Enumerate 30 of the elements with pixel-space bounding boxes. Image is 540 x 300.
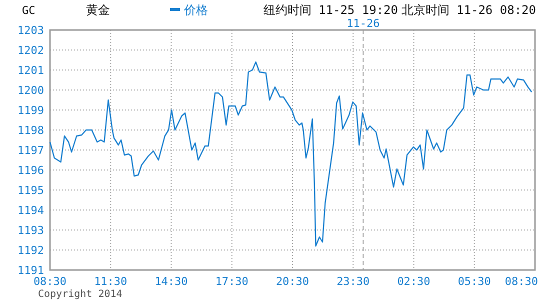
y-tick-label: 1194 bbox=[18, 204, 44, 217]
text: 纽约时间 11-25 19:20 bbox=[263, 3, 398, 17]
ref-line-label: 11-26 bbox=[346, 17, 380, 30]
y-tick-label: 1192 bbox=[18, 244, 44, 257]
y-tick-label: 1193 bbox=[18, 224, 44, 237]
y-tick-label: 1201 bbox=[18, 64, 44, 77]
line-series bbox=[49, 61, 532, 247]
y-tick-label: 1196 bbox=[18, 164, 44, 177]
x-tick-label: 14:30 bbox=[154, 275, 188, 288]
legend-label: 价格 bbox=[183, 3, 208, 17]
x-tick-label: 02:30 bbox=[397, 275, 430, 288]
text: 北京时间 11-26 08:20 bbox=[401, 3, 536, 17]
x-tick-label: 23:30 bbox=[336, 275, 370, 288]
x-tick-label: 17:30 bbox=[215, 275, 248, 288]
x-tick-label: 08:30 bbox=[504, 275, 538, 288]
x-tick-label: 11:30 bbox=[94, 275, 128, 288]
y-tick-label: 1197 bbox=[18, 144, 44, 157]
y-tick-label: 1191 bbox=[18, 264, 44, 277]
y-tick-label: 1199 bbox=[18, 104, 44, 117]
text: 黄金 bbox=[86, 3, 110, 17]
y-tick-label: 1198 bbox=[18, 124, 44, 137]
text: Copyright 2014 bbox=[38, 289, 122, 300]
y-tick-label: 1202 bbox=[18, 44, 44, 57]
x-tick-label: 05:30 bbox=[458, 275, 491, 288]
y-tick-label: 1200 bbox=[18, 84, 44, 97]
y-tick-label: 1203 bbox=[18, 24, 44, 37]
x-tick-label: 20:30 bbox=[276, 275, 310, 288]
text: GC bbox=[22, 4, 36, 17]
y-tick-label: 1195 bbox=[18, 184, 44, 197]
x-tick-label: 08:30 bbox=[33, 275, 67, 288]
